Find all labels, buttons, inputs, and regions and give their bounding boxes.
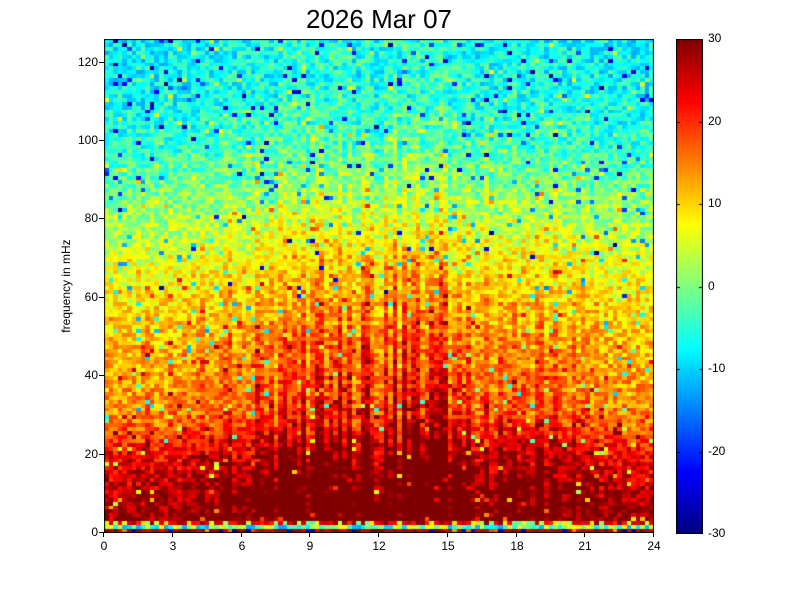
x-tick-label: 21 — [578, 539, 592, 553]
x-tick-mark — [241, 533, 242, 537]
colorbar-tick-label: 0 — [708, 279, 715, 293]
colorbar-tick-label: 20 — [708, 114, 722, 128]
x-tick-label: 0 — [100, 539, 108, 553]
y-tick-label: 0 — [91, 525, 98, 539]
x-tick-label: 18 — [510, 539, 524, 553]
colorbar-tick-label: -30 — [708, 526, 726, 540]
x-tick-label: 12 — [372, 539, 386, 553]
x-tick-mark — [516, 533, 517, 537]
colorbar-tick-label: -10 — [708, 361, 726, 375]
spectrogram-heatmap-canvas — [104, 39, 654, 533]
y-tick-mark — [99, 140, 104, 141]
x-tick-mark — [172, 533, 173, 537]
y-tick-label: 100 — [77, 133, 98, 147]
y-tick-mark — [99, 532, 104, 533]
x-tick-mark — [584, 533, 585, 537]
x-tick-label: 15 — [441, 539, 455, 553]
x-tick-label: 24 — [647, 539, 661, 553]
y-tick-mark — [99, 454, 104, 455]
y-tick-label: 120 — [77, 55, 98, 69]
y-tick-label: 80 — [84, 211, 98, 225]
x-tick-mark — [447, 533, 448, 537]
y-axis-label: frequency in mHz — [59, 239, 73, 333]
x-tick-label: 6 — [238, 539, 246, 553]
x-tick-mark — [103, 533, 104, 537]
colorbar-gradient-canvas — [676, 39, 703, 534]
x-tick-mark — [378, 533, 379, 537]
chart-title: 2026 Mar 07 — [306, 4, 452, 34]
y-tick-mark — [99, 218, 104, 219]
y-tick-mark — [99, 297, 104, 298]
y-tick-label: 60 — [84, 290, 98, 304]
colorbar-tick-label: -20 — [708, 444, 726, 458]
colorbar-tick-label: 10 — [708, 196, 722, 210]
x-tick-mark — [309, 533, 310, 537]
x-tick-label: 3 — [169, 539, 177, 553]
y-tick-mark — [99, 62, 104, 63]
colorbar-tick-label: 30 — [708, 31, 722, 45]
y-tick-mark — [99, 375, 104, 376]
y-tick-label: 40 — [84, 368, 98, 382]
x-tick-label: 9 — [306, 539, 314, 553]
y-tick-label: 20 — [84, 447, 98, 461]
x-tick-mark — [653, 533, 654, 537]
